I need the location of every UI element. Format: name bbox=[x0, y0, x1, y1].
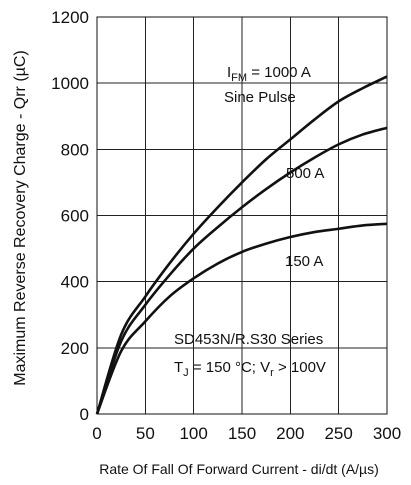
plot-frame bbox=[96, 16, 388, 415]
sine-pulse-label: Sine Pulse bbox=[224, 89, 296, 106]
x-tick-label: 150 bbox=[228, 424, 256, 443]
y-tick-label: 400 bbox=[61, 273, 89, 292]
x-tick-labels: 0 50 100 150 200 250 300 bbox=[92, 424, 401, 443]
curve-1000a bbox=[95, 75, 388, 415]
x-axis-label: Rate Of Fall Of Forward Current - di/dt … bbox=[99, 461, 379, 477]
x-tick-label: 50 bbox=[136, 424, 155, 443]
series-title: SD453N/R.S30 Series bbox=[174, 331, 323, 348]
x-tick-label: 250 bbox=[324, 424, 352, 443]
curves bbox=[95, 75, 388, 415]
series-150a-label: 150 A bbox=[285, 253, 323, 270]
series-500a-label: 500 A bbox=[286, 165, 324, 182]
y-tick-label: 200 bbox=[61, 339, 89, 358]
x-tick-label: 100 bbox=[179, 424, 207, 443]
curve-150a bbox=[95, 222, 388, 415]
test-conditions: TJ = 150 °C; Vr > 100V bbox=[174, 359, 326, 379]
y-tick-labels: 0 200 400 600 800 1000 1200 bbox=[51, 8, 89, 424]
y-tick-label: 0 bbox=[80, 405, 89, 424]
y-axis-label: Maximum Reverse Recovery Charge - Qrr (µ… bbox=[12, 50, 29, 386]
curve-500a bbox=[95, 126, 388, 415]
y-tick-label: 1000 bbox=[51, 74, 89, 93]
x-tick-label: 300 bbox=[373, 424, 401, 443]
series-1000a-label: IFM = 1000 A bbox=[227, 64, 311, 84]
y-tick-label: 1200 bbox=[51, 8, 89, 27]
x-tick-label: 0 bbox=[92, 424, 101, 443]
y-tick-label: 800 bbox=[61, 140, 89, 159]
y-tick-label: 600 bbox=[61, 207, 89, 226]
x-tick-label: 200 bbox=[276, 424, 304, 443]
